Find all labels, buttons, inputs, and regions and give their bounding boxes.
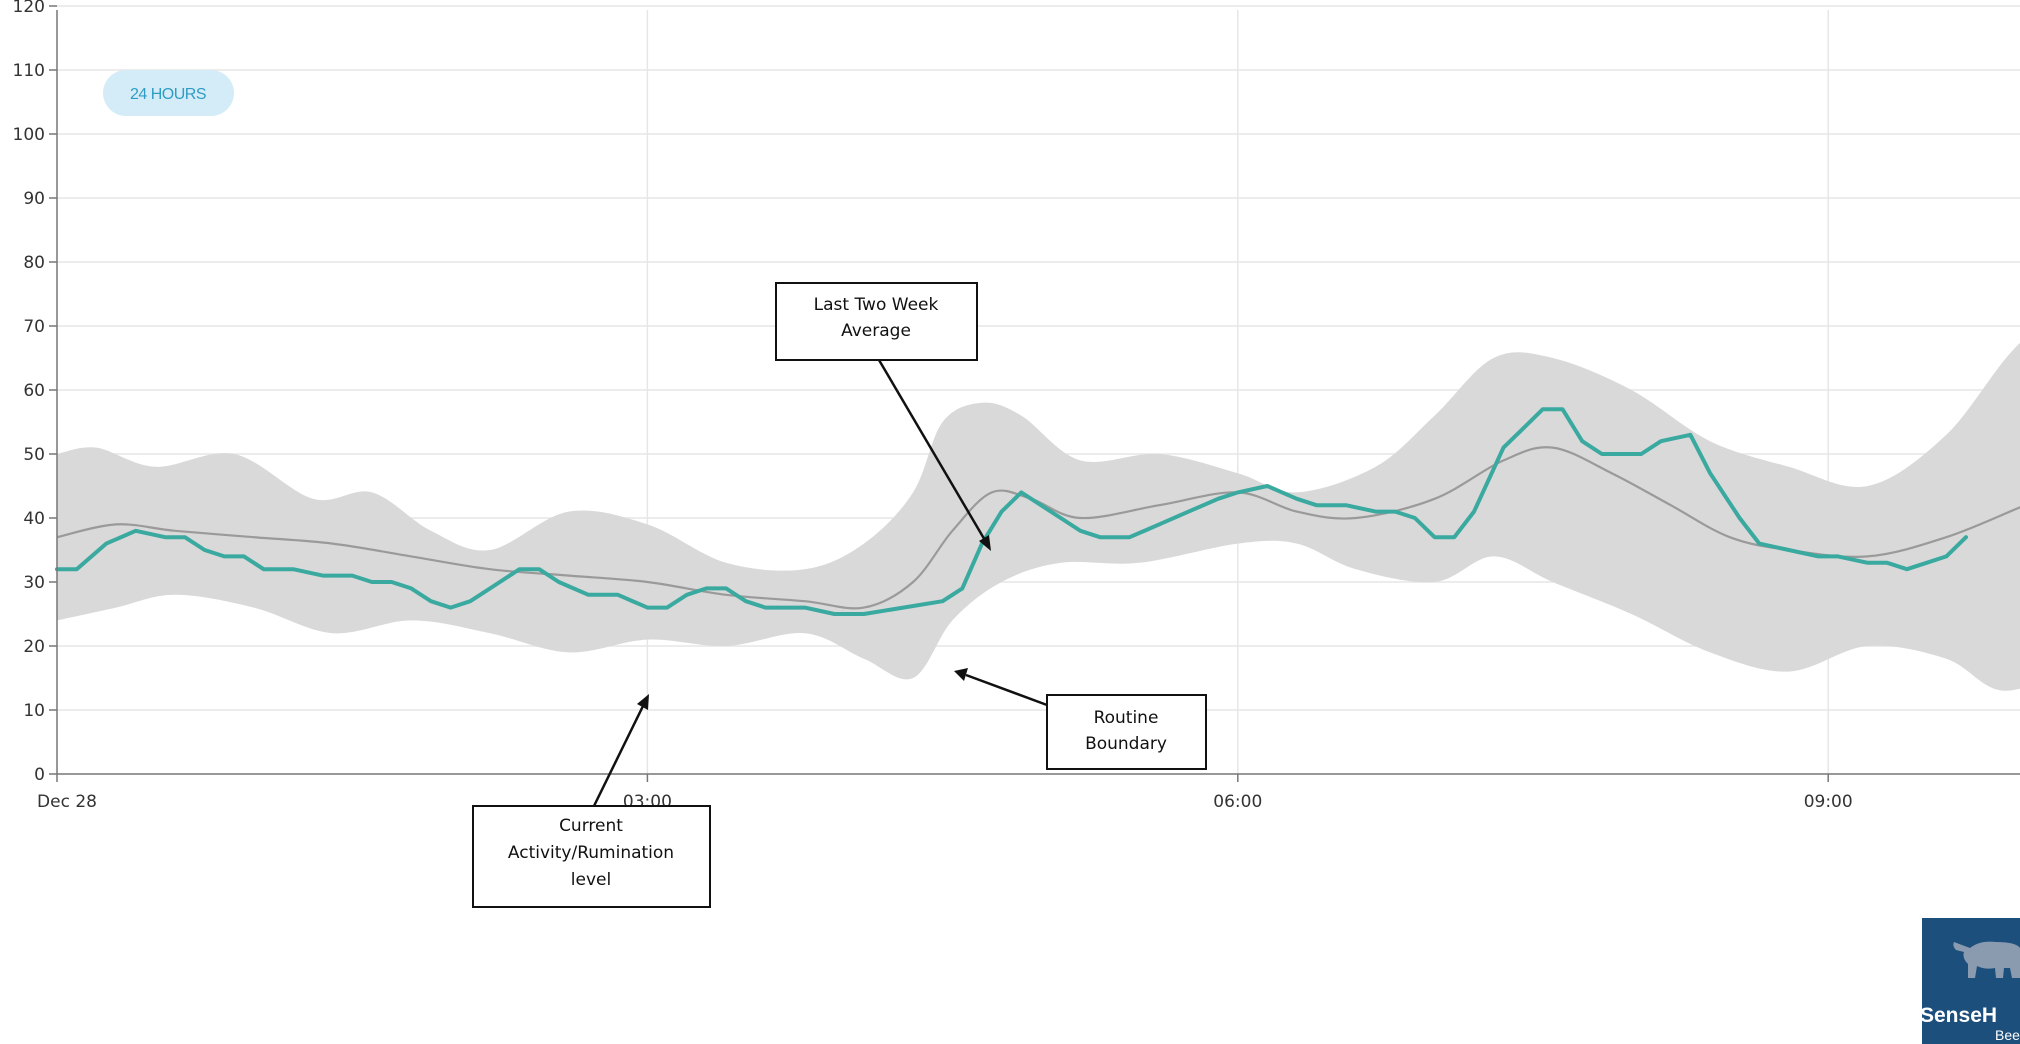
callout-last-two-week-average: Last Two Week Average [775,282,991,551]
callout-arrow-line [592,703,646,807]
two-week-average-line [56,446,2020,610]
callout-arrow-line [965,673,1048,707]
current-level-line [55,407,1968,616]
y-tick-label: 80 [23,253,45,273]
routine-boundary-band-layer [57,343,2020,691]
arrowhead-icon [979,535,991,551]
y-tick-label: 110 [13,61,45,81]
cow-icon [1953,941,2020,978]
callout-line: Routine [1094,708,1159,728]
range-selector-label[interactable]: 24 HOURS [130,86,207,103]
callout-line: Activity/Rumination [508,843,674,863]
arrowhead-icon [637,694,649,710]
brand-logo: SenseH Bee [1920,918,2020,1044]
x-tick-label: 09:00 [1804,792,1853,812]
range-selector-pill[interactable] [103,70,234,116]
callout-line: Boundary [1085,734,1167,754]
x-tick-label: Dec 28 [37,792,97,812]
x-tick-label: 06:00 [1213,792,1262,812]
y-tick-label: 50 [23,445,45,465]
logo-wordmark: SenseH [1920,1004,1997,1027]
y-tick-label: 10 [23,701,45,721]
average-line-layer [56,446,2020,610]
routine-boundary-band [57,343,2020,691]
callout-box [472,805,711,908]
arrowhead-icon [954,668,968,681]
callout-box [1046,694,1207,770]
callout-line: Current [559,816,623,836]
callout-arrow-line [877,359,988,543]
y-tick-label: 20 [23,637,45,657]
y-tick-label: 40 [23,509,45,529]
current-level-line-layer [55,407,1968,616]
y-tick-label: 120 [13,0,45,17]
y-tick-label: 0 [34,765,45,785]
callout-line: Average [841,321,911,341]
y-tick-label: 30 [23,573,45,593]
y-tick-label: 70 [23,317,45,337]
range-selector-24-hours[interactable]: 24 HOURS [103,70,234,116]
callout-line: Last Two Week [814,295,939,315]
y-tick-label: 100 [13,125,45,145]
callout-current-level: Current Activity/Rumination level [472,694,711,908]
y-tick-label: 60 [23,381,45,401]
grid [57,5,2020,774]
callout-routine-boundary: Routine Boundary [954,668,1207,770]
cow-shape [1953,941,2020,978]
logo-background [1922,918,2020,1044]
y-tick-label: 90 [23,189,45,209]
logo-tagline: Bee [1995,1027,2020,1043]
callout-line: level [571,870,611,890]
callout-box [775,282,978,361]
annotations: Last Two Week Average Routine Boundary C… [472,282,1207,908]
